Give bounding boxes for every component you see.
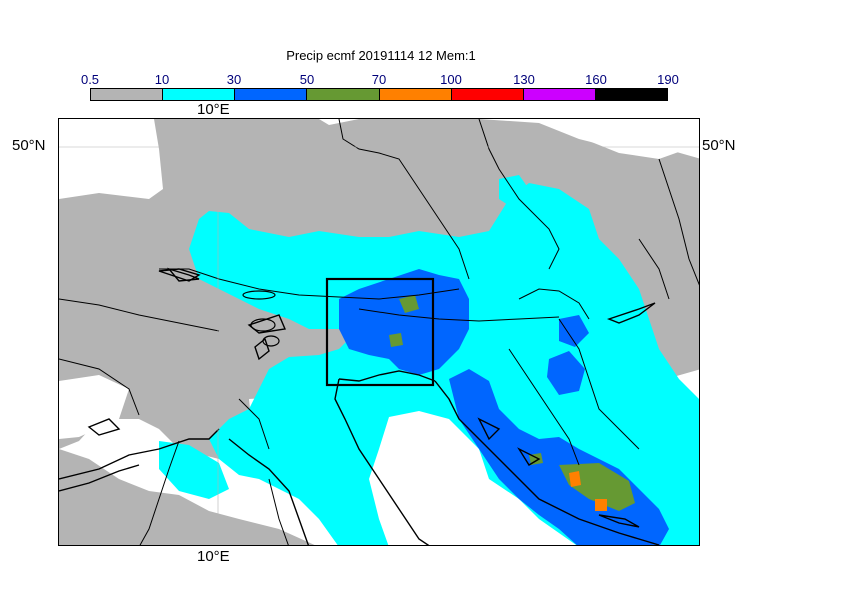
colorbar-box-8 — [595, 89, 667, 100]
precip-area-blue — [339, 269, 469, 375]
precip-area-cyan — [159, 441, 229, 499]
clear-patch — [59, 119, 163, 199]
precip-area-blue — [559, 315, 589, 347]
colorbar-tick: 0.5 — [80, 72, 100, 87]
domain-box — [325, 277, 435, 387]
clear-patch — [539, 119, 687, 159]
precipitation-map — [58, 118, 700, 546]
colorbar-box-7 — [523, 89, 596, 100]
coastlines — [59, 267, 660, 545]
longitude-label-top: 10°E — [197, 101, 230, 118]
precip-area-orange — [569, 471, 581, 487]
colorbar-box-4 — [307, 89, 380, 100]
latitude-label-left: 50°N — [12, 137, 46, 154]
colorbar-tick: 70 — [371, 72, 387, 87]
colorbar-box-1 — [91, 89, 164, 100]
country-borders — [59, 119, 699, 545]
colorbar-box-3 — [235, 89, 308, 100]
colorbar-tick: 190 — [657, 72, 679, 87]
lake-outlines — [242, 290, 280, 347]
colorbar-tick: 10 — [154, 72, 170, 87]
colorbar-tick: 130 — [513, 72, 535, 87]
colorbar — [90, 88, 668, 101]
clear-patch — [359, 449, 458, 545]
colorbar-box-2 — [163, 89, 236, 100]
precip-area-green — [389, 333, 403, 347]
precip-area-gray — [59, 449, 315, 545]
map-canvas — [59, 119, 699, 545]
colorbar-tick: 160 — [585, 72, 607, 87]
precip-area-orange — [595, 499, 607, 511]
precip-area-blue — [547, 351, 585, 395]
clear-patch — [59, 375, 129, 439]
colorbar-tick: 50 — [299, 72, 315, 87]
colorbar-box-6 — [451, 89, 524, 100]
colorbar-tick: 30 — [226, 72, 242, 87]
precip-area-green — [399, 295, 419, 313]
latitude-label-right: 50°N — [702, 137, 736, 154]
chart-title: Precip ecmf 20191114 12 Mem:1 — [286, 48, 476, 63]
longitude-label-bottom: 10°E — [197, 548, 230, 565]
colorbar-tick: 100 — [440, 72, 462, 87]
colorbar-box-5 — [379, 89, 452, 100]
